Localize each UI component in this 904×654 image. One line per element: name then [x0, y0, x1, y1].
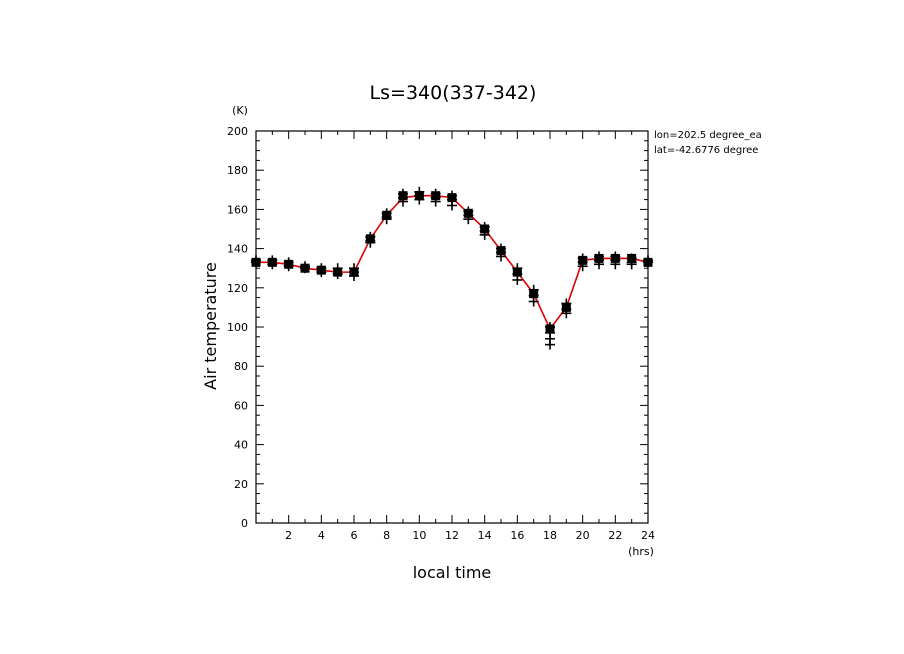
square-marker [545, 324, 555, 334]
y-tick-label: 160 [227, 203, 248, 216]
y-axis-unit: (K) [232, 104, 248, 117]
plus-marker [447, 200, 457, 211]
square-marker [284, 259, 294, 269]
series-line [256, 194, 649, 331]
square-marker [496, 246, 506, 256]
square-marker [610, 253, 620, 263]
square-marker [300, 263, 310, 273]
square-marker [382, 210, 392, 220]
x-tick-label: 20 [576, 529, 590, 542]
axis-ticks: 2 4 6 8 10 12 14 16 18 20 22 2402040608010012014016… [227, 125, 655, 542]
x-tick-label: 6 [351, 529, 358, 542]
square-marker [365, 234, 375, 244]
y-tick-label: 40 [234, 439, 248, 452]
x-tick-label: 10 [412, 529, 426, 542]
annotation-lat: lat=-42.6776 degree [654, 145, 758, 156]
plus-marker [545, 339, 555, 350]
x-tick-label: 4 [318, 529, 325, 542]
square-marker [512, 267, 522, 277]
square-marker [529, 289, 539, 299]
x-tick-label: 18 [543, 529, 557, 542]
y-tick-label: 200 [227, 125, 248, 138]
plot-frame [255, 130, 649, 524]
x-tick-label: 2 [285, 529, 292, 542]
square-marker [431, 191, 441, 201]
y-tick-label: 20 [234, 478, 248, 491]
y-tick-label: 80 [234, 360, 248, 373]
square-marker [349, 267, 359, 277]
x-tick-label: 14 [478, 529, 492, 542]
x-tick-label: 16 [510, 529, 524, 542]
y-tick-label: 120 [227, 282, 248, 295]
square-marker [267, 257, 277, 267]
x-tick-label: 12 [445, 529, 459, 542]
x-axis-label: local time [413, 563, 492, 582]
chart-title: Ls=340(337-342) [370, 82, 537, 104]
x-tick-label: 24 [641, 529, 655, 542]
y-tick-label: 180 [227, 164, 248, 177]
annotation-clip [777, 128, 904, 158]
square-marker [398, 191, 408, 201]
square-marker [463, 208, 473, 218]
y-tick-label: 100 [227, 321, 248, 334]
y-axis-label: Air temperature [201, 262, 220, 390]
y-tick-label: 140 [227, 243, 248, 256]
x-tick-label: 22 [608, 529, 622, 542]
plus-marker [528, 296, 539, 307]
annotation-lon: lon=202.5 degree_ea [654, 130, 762, 141]
square-marker [480, 224, 490, 234]
square-marker [578, 255, 588, 265]
y-tick-label: 0 [241, 517, 248, 530]
square-marker [414, 191, 424, 201]
plus-marker [512, 274, 523, 285]
x-axis-unit: (hrs) [628, 545, 654, 558]
x-tick-label: 8 [383, 529, 390, 542]
y-tick-label: 60 [234, 399, 248, 412]
square-marker [333, 267, 343, 277]
square-marker [561, 302, 571, 312]
series-line-layer [256, 194, 649, 331]
square-marker [594, 253, 604, 263]
square-marker [316, 265, 326, 275]
square-marker [627, 253, 637, 263]
marker-layer [251, 186, 653, 350]
square-marker [447, 193, 457, 203]
